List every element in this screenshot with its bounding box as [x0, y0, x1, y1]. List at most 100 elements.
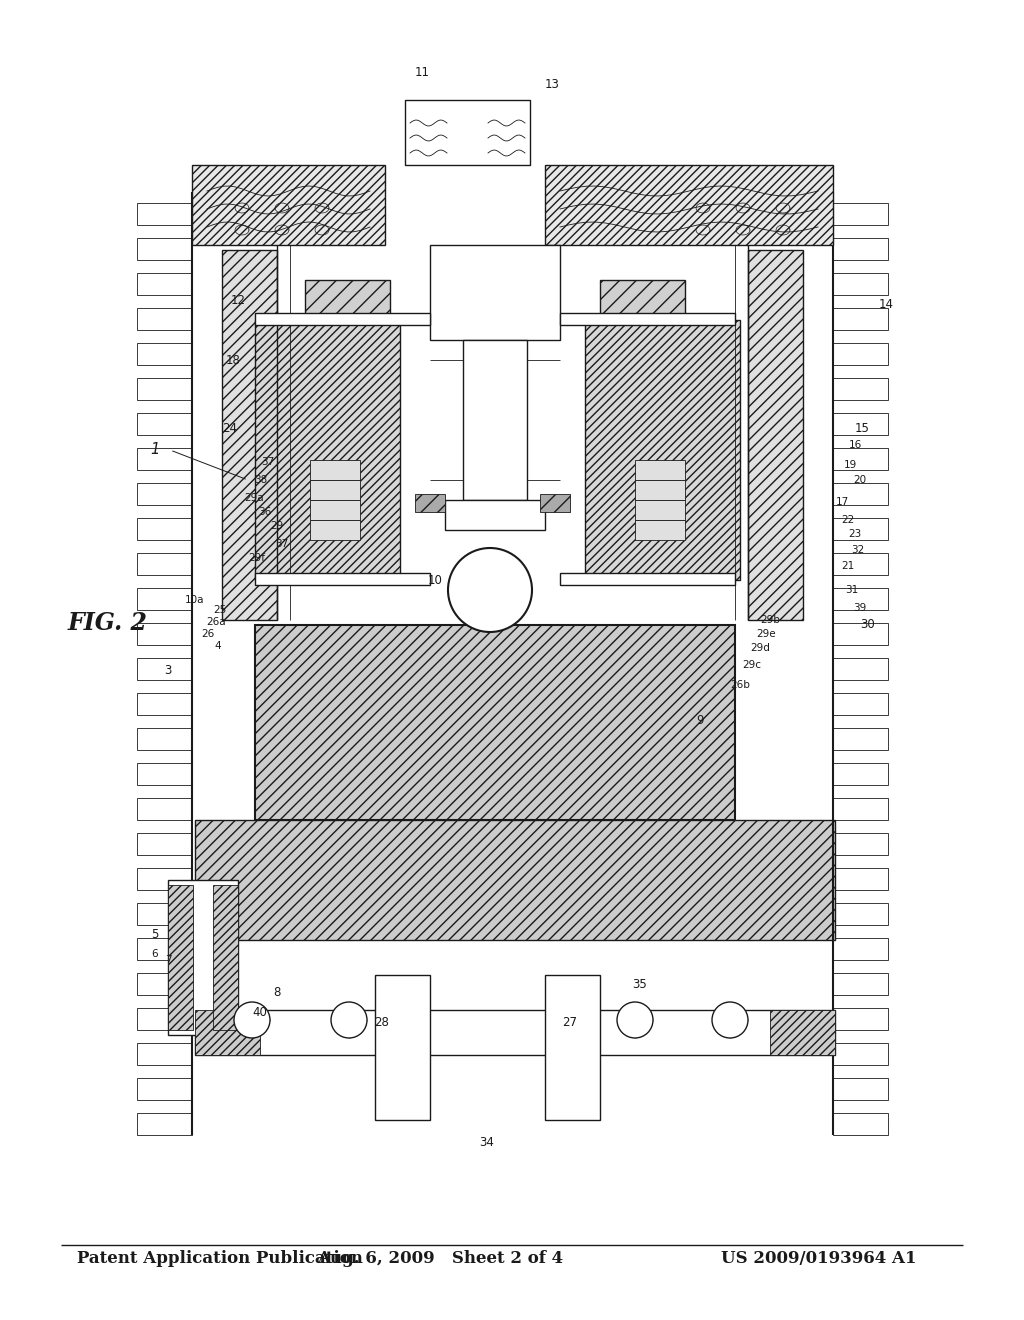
Bar	[833, 587, 888, 610]
Bar	[137, 763, 193, 785]
Bar	[833, 623, 888, 645]
Bar	[833, 1078, 888, 1100]
Text: 18: 18	[225, 354, 241, 367]
Text: 28: 28	[375, 1015, 389, 1028]
Bar	[748, 249, 803, 620]
Bar	[137, 587, 193, 610]
Bar	[833, 378, 888, 400]
Text: 29: 29	[270, 521, 284, 531]
Text: 37: 37	[275, 539, 289, 549]
Bar	[545, 165, 833, 246]
Bar	[833, 657, 888, 680]
Bar	[635, 480, 685, 500]
Bar	[585, 319, 740, 579]
Bar	[137, 799, 193, 820]
Text: 9: 9	[696, 714, 703, 726]
Bar	[560, 573, 735, 585]
Bar	[137, 623, 193, 645]
Text: 31: 31	[846, 585, 859, 595]
Text: 15: 15	[855, 421, 869, 434]
Bar	[833, 308, 888, 330]
Bar	[137, 238, 193, 260]
Bar	[168, 880, 238, 1035]
Text: 27: 27	[562, 1015, 578, 1028]
Bar	[375, 975, 430, 1119]
Bar	[463, 341, 527, 500]
Bar	[137, 939, 193, 960]
Bar	[168, 884, 193, 1030]
Bar	[540, 494, 570, 512]
Bar	[137, 1008, 193, 1030]
Text: 1: 1	[151, 442, 160, 458]
Bar	[833, 273, 888, 294]
Bar	[833, 1113, 888, 1135]
Text: 38: 38	[254, 475, 267, 484]
Bar	[137, 447, 193, 470]
Circle shape	[617, 1002, 653, 1038]
Bar	[222, 249, 278, 620]
Circle shape	[449, 548, 532, 632]
Bar	[137, 729, 193, 750]
Text: 13: 13	[545, 78, 559, 91]
Bar	[833, 693, 888, 715]
Bar	[137, 903, 193, 925]
Circle shape	[331, 1002, 367, 1038]
Bar	[833, 869, 888, 890]
Bar	[310, 520, 360, 540]
Bar	[137, 343, 193, 366]
Bar	[137, 553, 193, 576]
Bar	[305, 280, 390, 315]
Bar	[415, 494, 445, 512]
Text: US 2009/0193964 A1: US 2009/0193964 A1	[722, 1250, 916, 1267]
Bar	[255, 319, 400, 579]
Text: 29f: 29f	[249, 553, 265, 564]
Bar	[137, 203, 193, 224]
Bar	[137, 1078, 193, 1100]
Text: 23: 23	[848, 529, 861, 539]
Text: 26: 26	[202, 630, 215, 639]
Bar	[213, 884, 238, 1030]
Bar	[137, 517, 193, 540]
Bar	[137, 308, 193, 330]
Bar	[137, 973, 193, 995]
Bar	[833, 939, 888, 960]
Bar	[255, 313, 430, 325]
Text: 30: 30	[860, 619, 876, 631]
Bar	[770, 1010, 835, 1055]
Text: FIG. 2: FIG. 2	[68, 611, 147, 635]
Bar	[833, 903, 888, 925]
Text: 19: 19	[844, 459, 857, 470]
Text: 25: 25	[213, 605, 226, 615]
Text: 35: 35	[633, 978, 647, 991]
Circle shape	[712, 1002, 748, 1038]
Text: 11: 11	[415, 66, 429, 78]
Bar	[833, 833, 888, 855]
Text: Patent Application Publication: Patent Application Publication	[77, 1250, 362, 1267]
Text: 36: 36	[258, 507, 271, 517]
Bar	[137, 1113, 193, 1135]
Text: 39: 39	[853, 603, 866, 612]
Bar	[195, 820, 835, 940]
Bar	[430, 246, 560, 341]
Text: 3: 3	[164, 664, 172, 676]
Bar	[833, 238, 888, 260]
Text: 10a: 10a	[185, 595, 205, 605]
Bar	[635, 500, 685, 520]
Text: 20: 20	[853, 475, 866, 484]
Text: Aug. 6, 2009   Sheet 2 of 4: Aug. 6, 2009 Sheet 2 of 4	[317, 1250, 563, 1267]
Bar	[137, 413, 193, 436]
Bar	[545, 975, 600, 1119]
Bar	[195, 1010, 835, 1055]
Text: 24: 24	[222, 421, 238, 434]
Text: 26a: 26a	[206, 616, 226, 627]
Text: 8: 8	[273, 986, 281, 998]
Bar	[137, 833, 193, 855]
Bar	[833, 1043, 888, 1065]
Text: 10: 10	[428, 573, 442, 586]
Text: 26b: 26b	[730, 680, 750, 690]
Bar	[255, 573, 430, 585]
Text: 14: 14	[879, 298, 894, 312]
Bar	[137, 273, 193, 294]
Bar	[310, 500, 360, 520]
Bar	[833, 763, 888, 785]
